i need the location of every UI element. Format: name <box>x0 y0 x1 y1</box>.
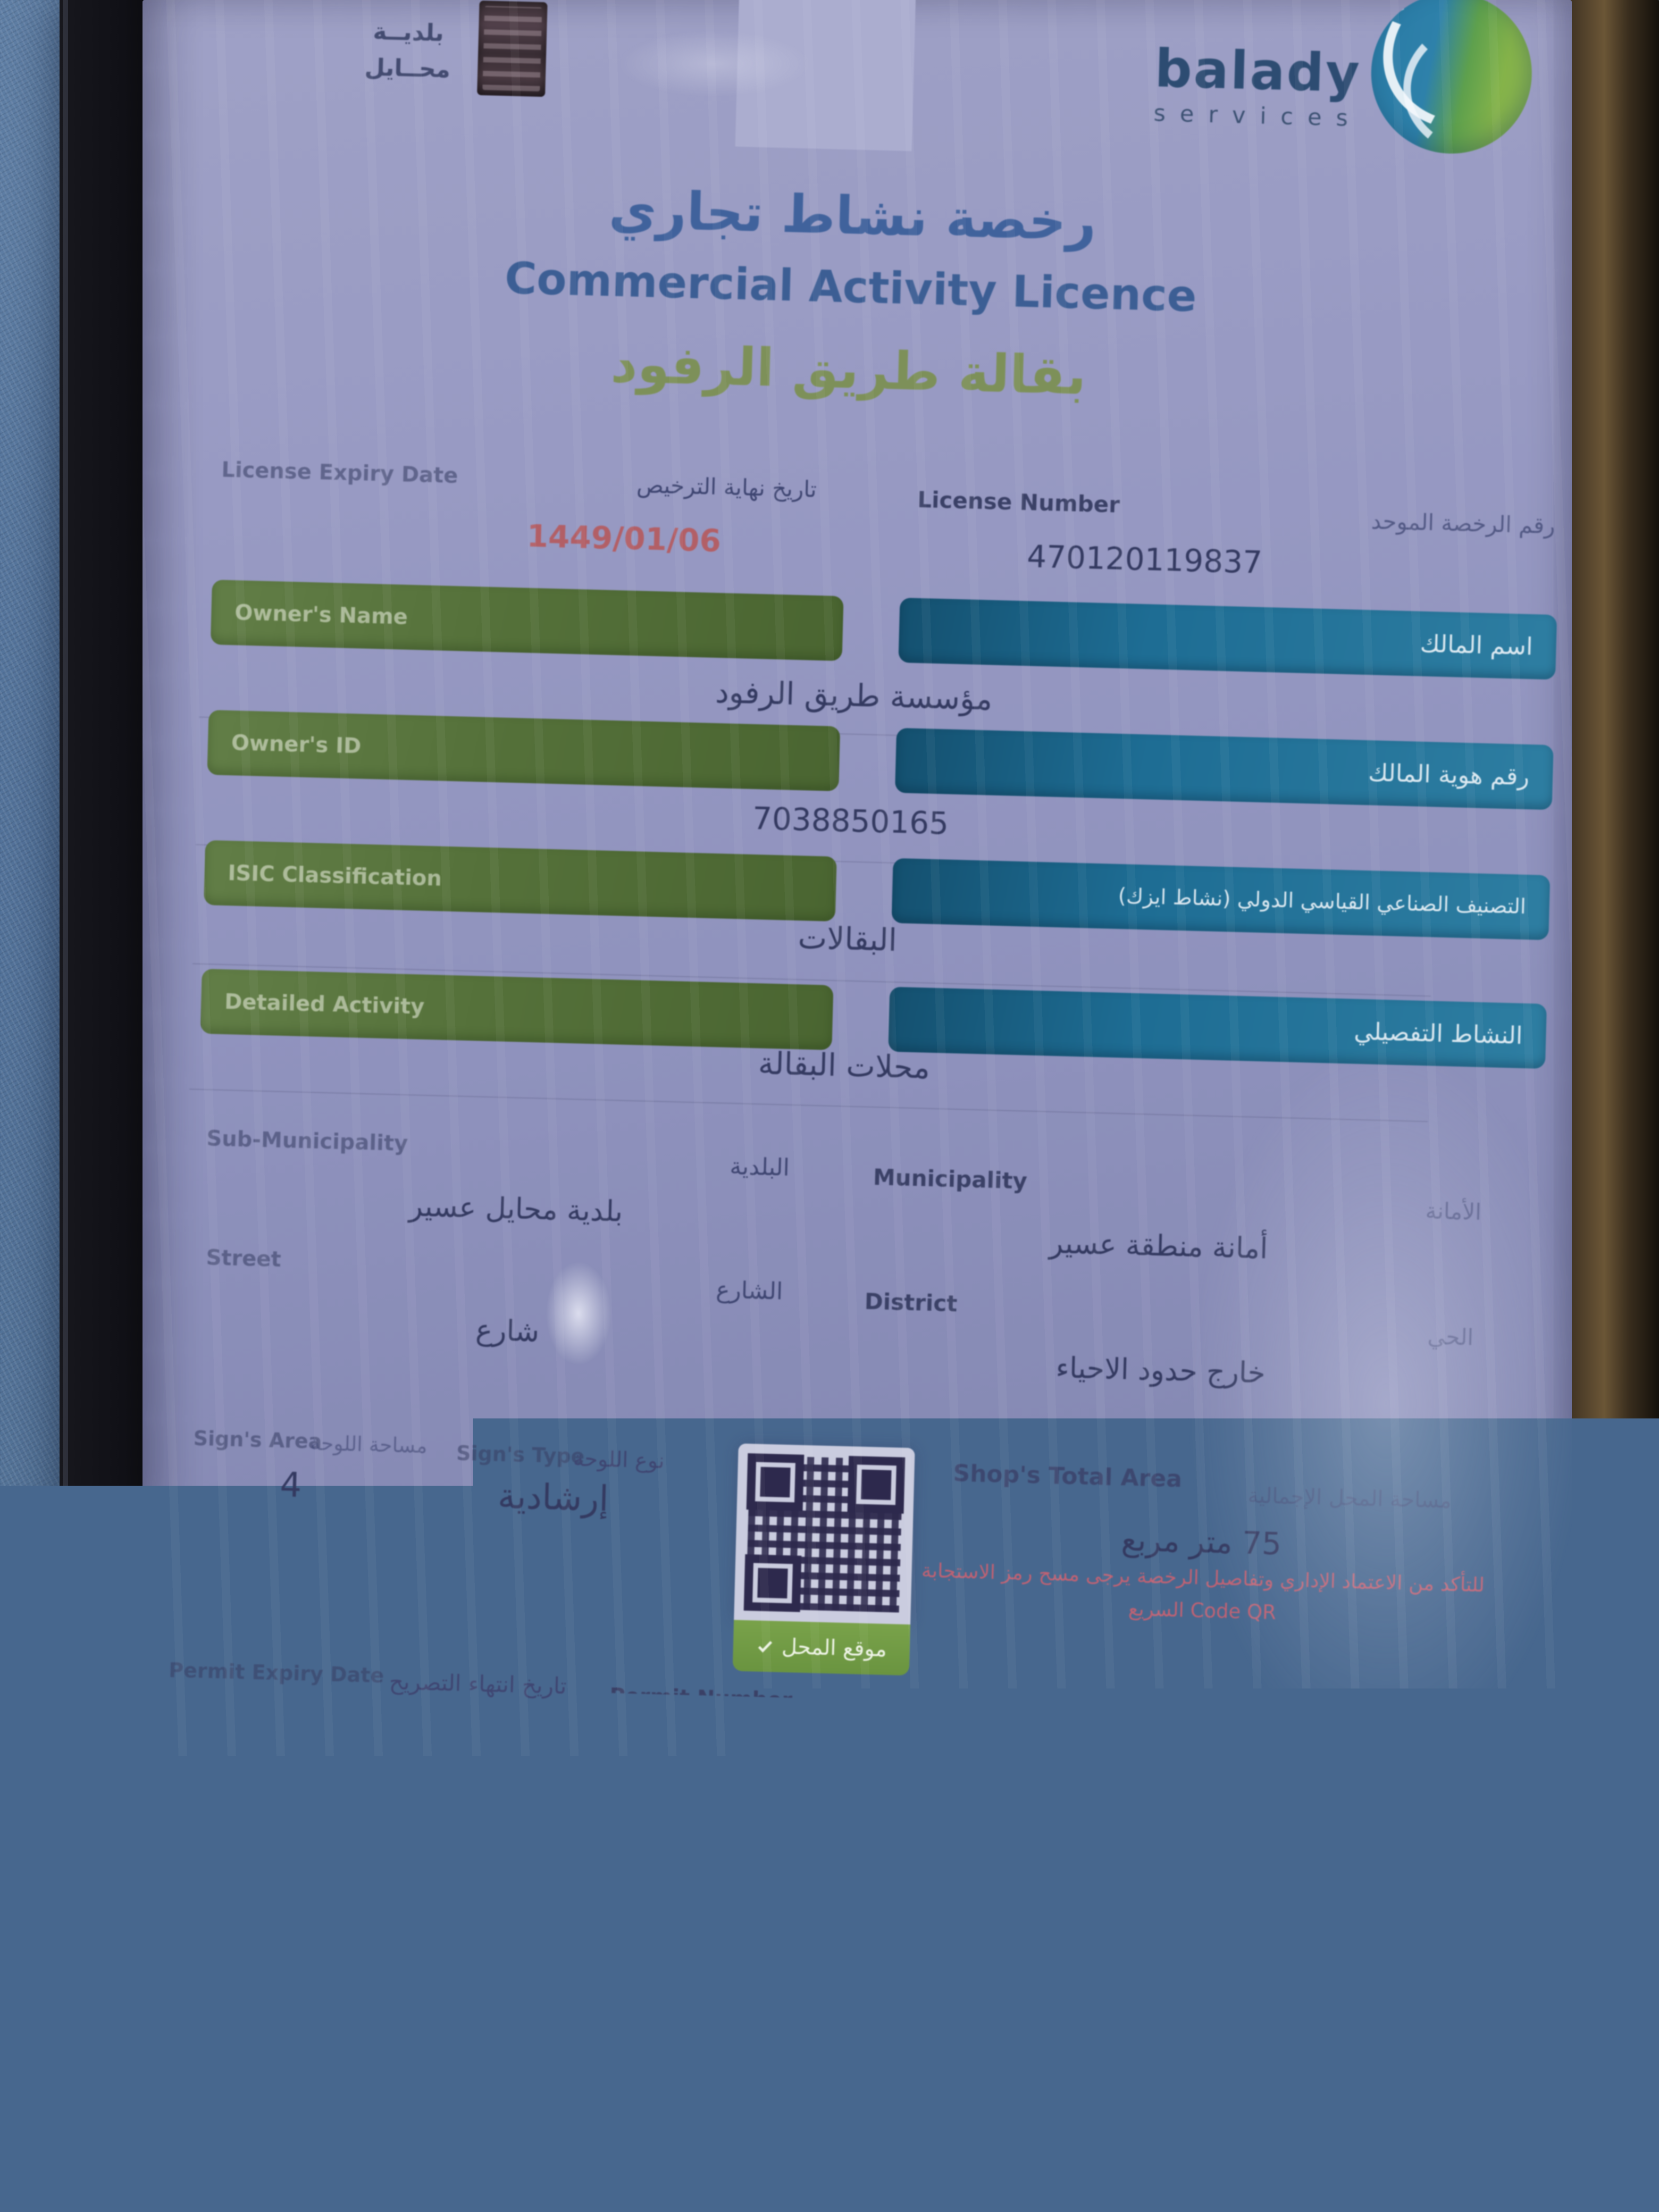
district-label-ar: الحي <box>1427 1323 1474 1350</box>
license-number-label-ar: رقم الرخصة الموحد <box>1347 507 1555 539</box>
permit-expiry-label-en: Permit Expiry Date <box>169 1658 384 1688</box>
qr-finder-icon <box>856 0 914 31</box>
license-expiry-label-en: License Expiry Date <box>221 458 458 489</box>
owner-id-label-ar: رقم هوية المالك <box>1368 740 1530 809</box>
qr-disclaimer-line1: للتأكد من الاعتماد الإداري وتفاصيل الرخص… <box>916 1559 1490 1596</box>
header-qr-code <box>735 0 917 151</box>
qr-finder-icon <box>739 87 797 145</box>
owner-name-label-en: Owner's Name <box>234 580 409 649</box>
licence-document: بلديــة محــايل balady services رخصة نشا… <box>143 0 1572 2126</box>
municipality-label-ar: الأمانة <box>1425 1197 1481 1225</box>
balady-logo-word: balady <box>1154 38 1379 105</box>
shop-location-caption-text: موقع المحل <box>781 1635 887 1662</box>
shop-location-caption: موقع المحل <box>733 1620 910 1675</box>
shop-name: بقالة طريق الرفود <box>143 321 1564 419</box>
district-label-en: District <box>864 1288 958 1317</box>
field-pill-owner-name-ar: اسم المالك <box>898 598 1557 680</box>
sign-area-label-ar: مساحة اللوحة <box>310 1431 428 1458</box>
license-number-label-en: License Number <box>917 487 1120 518</box>
qr-finder-icon <box>744 1554 802 1612</box>
municipality-emblem-stripes <box>482 6 542 91</box>
license-expiry-value: 1449/01/06 <box>501 517 747 559</box>
municipality-value: أمانة منطقة عسير <box>1015 1225 1302 1266</box>
sign-area-label-en: Sign's Area <box>193 1427 322 1453</box>
sign-area-value: 4 <box>280 1465 303 1505</box>
district-value: خارج حدود الاحياء <box>1011 1350 1310 1391</box>
activity-label-ar: النشاط التفصيلي <box>1353 999 1523 1068</box>
shop-total-area-label-ar: مساحة المحل الإجمالية <box>1247 1484 1452 1513</box>
activity-label-en: Detailed Activity <box>224 969 425 1040</box>
owner-name-label-ar: اسم المالك <box>1419 611 1534 680</box>
field-pill-owner-name-en: Owner's Name <box>211 580 844 661</box>
care-phone-number: 199040 <box>217 1945 467 2016</box>
isic-label-en: ISIC Classification <box>227 841 442 911</box>
sub-municipality-label-en: Sub-Municipality <box>206 1126 408 1156</box>
isic-label-ar: التصنيف الصناعي القياسي الدولي (نشاط ايز… <box>1117 864 1527 940</box>
balady-palm-logo-icon <box>1369 0 1534 156</box>
sub-municipality-value: بلدية محايل عسير <box>378 1188 655 1229</box>
social-handle: saudimomra <box>919 2021 1068 2049</box>
balady-logo: balady services <box>1153 38 1379 132</box>
field-pill-owner-id-ar: رقم هوية المالك <box>895 728 1554 810</box>
shop-total-area-label-en: Shop's Total Area <box>953 1460 1183 1493</box>
sign-type-label-ar: نوع اللوحة <box>573 1446 665 1473</box>
phone-edge-highlight <box>63 0 68 2148</box>
qr-finder-icon <box>848 1456 906 1514</box>
twitter-handle: Balady_cs <box>492 1999 604 2025</box>
phone-screen: بلديــة محــايل balady services رخصة نشا… <box>143 0 1572 2126</box>
municipality-logo-line2: محــايل <box>346 49 469 89</box>
permits-label-ar: التصاريح <box>1389 1745 1468 1773</box>
qr-finder-icon <box>747 1453 805 1511</box>
phone-handset-icon <box>149 1929 201 1981</box>
permit-expiry-label-ar: تاريخ انتهاء التصريح <box>389 1669 567 1699</box>
sign-type-value: إرشادية <box>497 1476 609 1519</box>
municipality-label-en: Municipality <box>873 1164 1027 1194</box>
license-number-value: 470120119837 <box>1006 538 1284 581</box>
owner-id-label-en: Owner's ID <box>230 710 362 778</box>
municipality-emblem-icon <box>477 1 548 97</box>
street-label-en: Street <box>206 1245 281 1272</box>
check-icon <box>756 1637 775 1656</box>
qr-finder-icon <box>742 0 800 28</box>
sign-type-label-en: Sign's Type <box>456 1442 585 1468</box>
shop-total-area-value: 75 متر مربع <box>1086 1521 1316 1563</box>
shop-location-qr-code <box>734 1444 915 1625</box>
municipality-logo-text: بلديــة محــايل <box>346 13 470 88</box>
street-value: شارع <box>448 1312 566 1349</box>
license-expiry-label-ar: تاريخ نهاية الترخيص <box>588 471 817 502</box>
municipality-logo-line1: بلديــة <box>347 13 470 52</box>
field-pill-owner-id-en: Owner's ID <box>207 710 840 791</box>
permit-number-label-en: Permit Number <box>609 1683 793 1713</box>
balady-logo-sub: services <box>1153 100 1377 132</box>
permits-label-en: Permits <box>1050 1715 1143 1742</box>
permit-number-label-ar: رقم التصريح <box>904 1707 1020 1737</box>
street-label-ar: الشارع <box>716 1276 783 1305</box>
qr-disclaimer-line2: السريع Code QR <box>915 1591 1490 1629</box>
sub-municipality-label-ar: البلدية <box>730 1153 790 1182</box>
